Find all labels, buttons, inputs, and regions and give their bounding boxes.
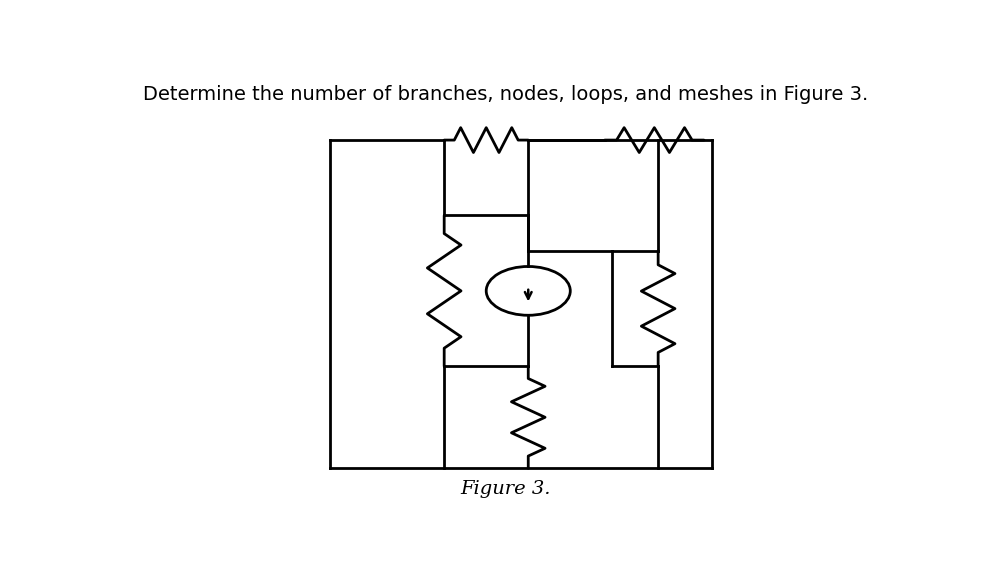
Text: Figure 3.: Figure 3.: [460, 480, 550, 498]
Text: Determine the number of branches, nodes, loops, and meshes in Figure 3.: Determine the number of branches, nodes,…: [143, 85, 868, 104]
